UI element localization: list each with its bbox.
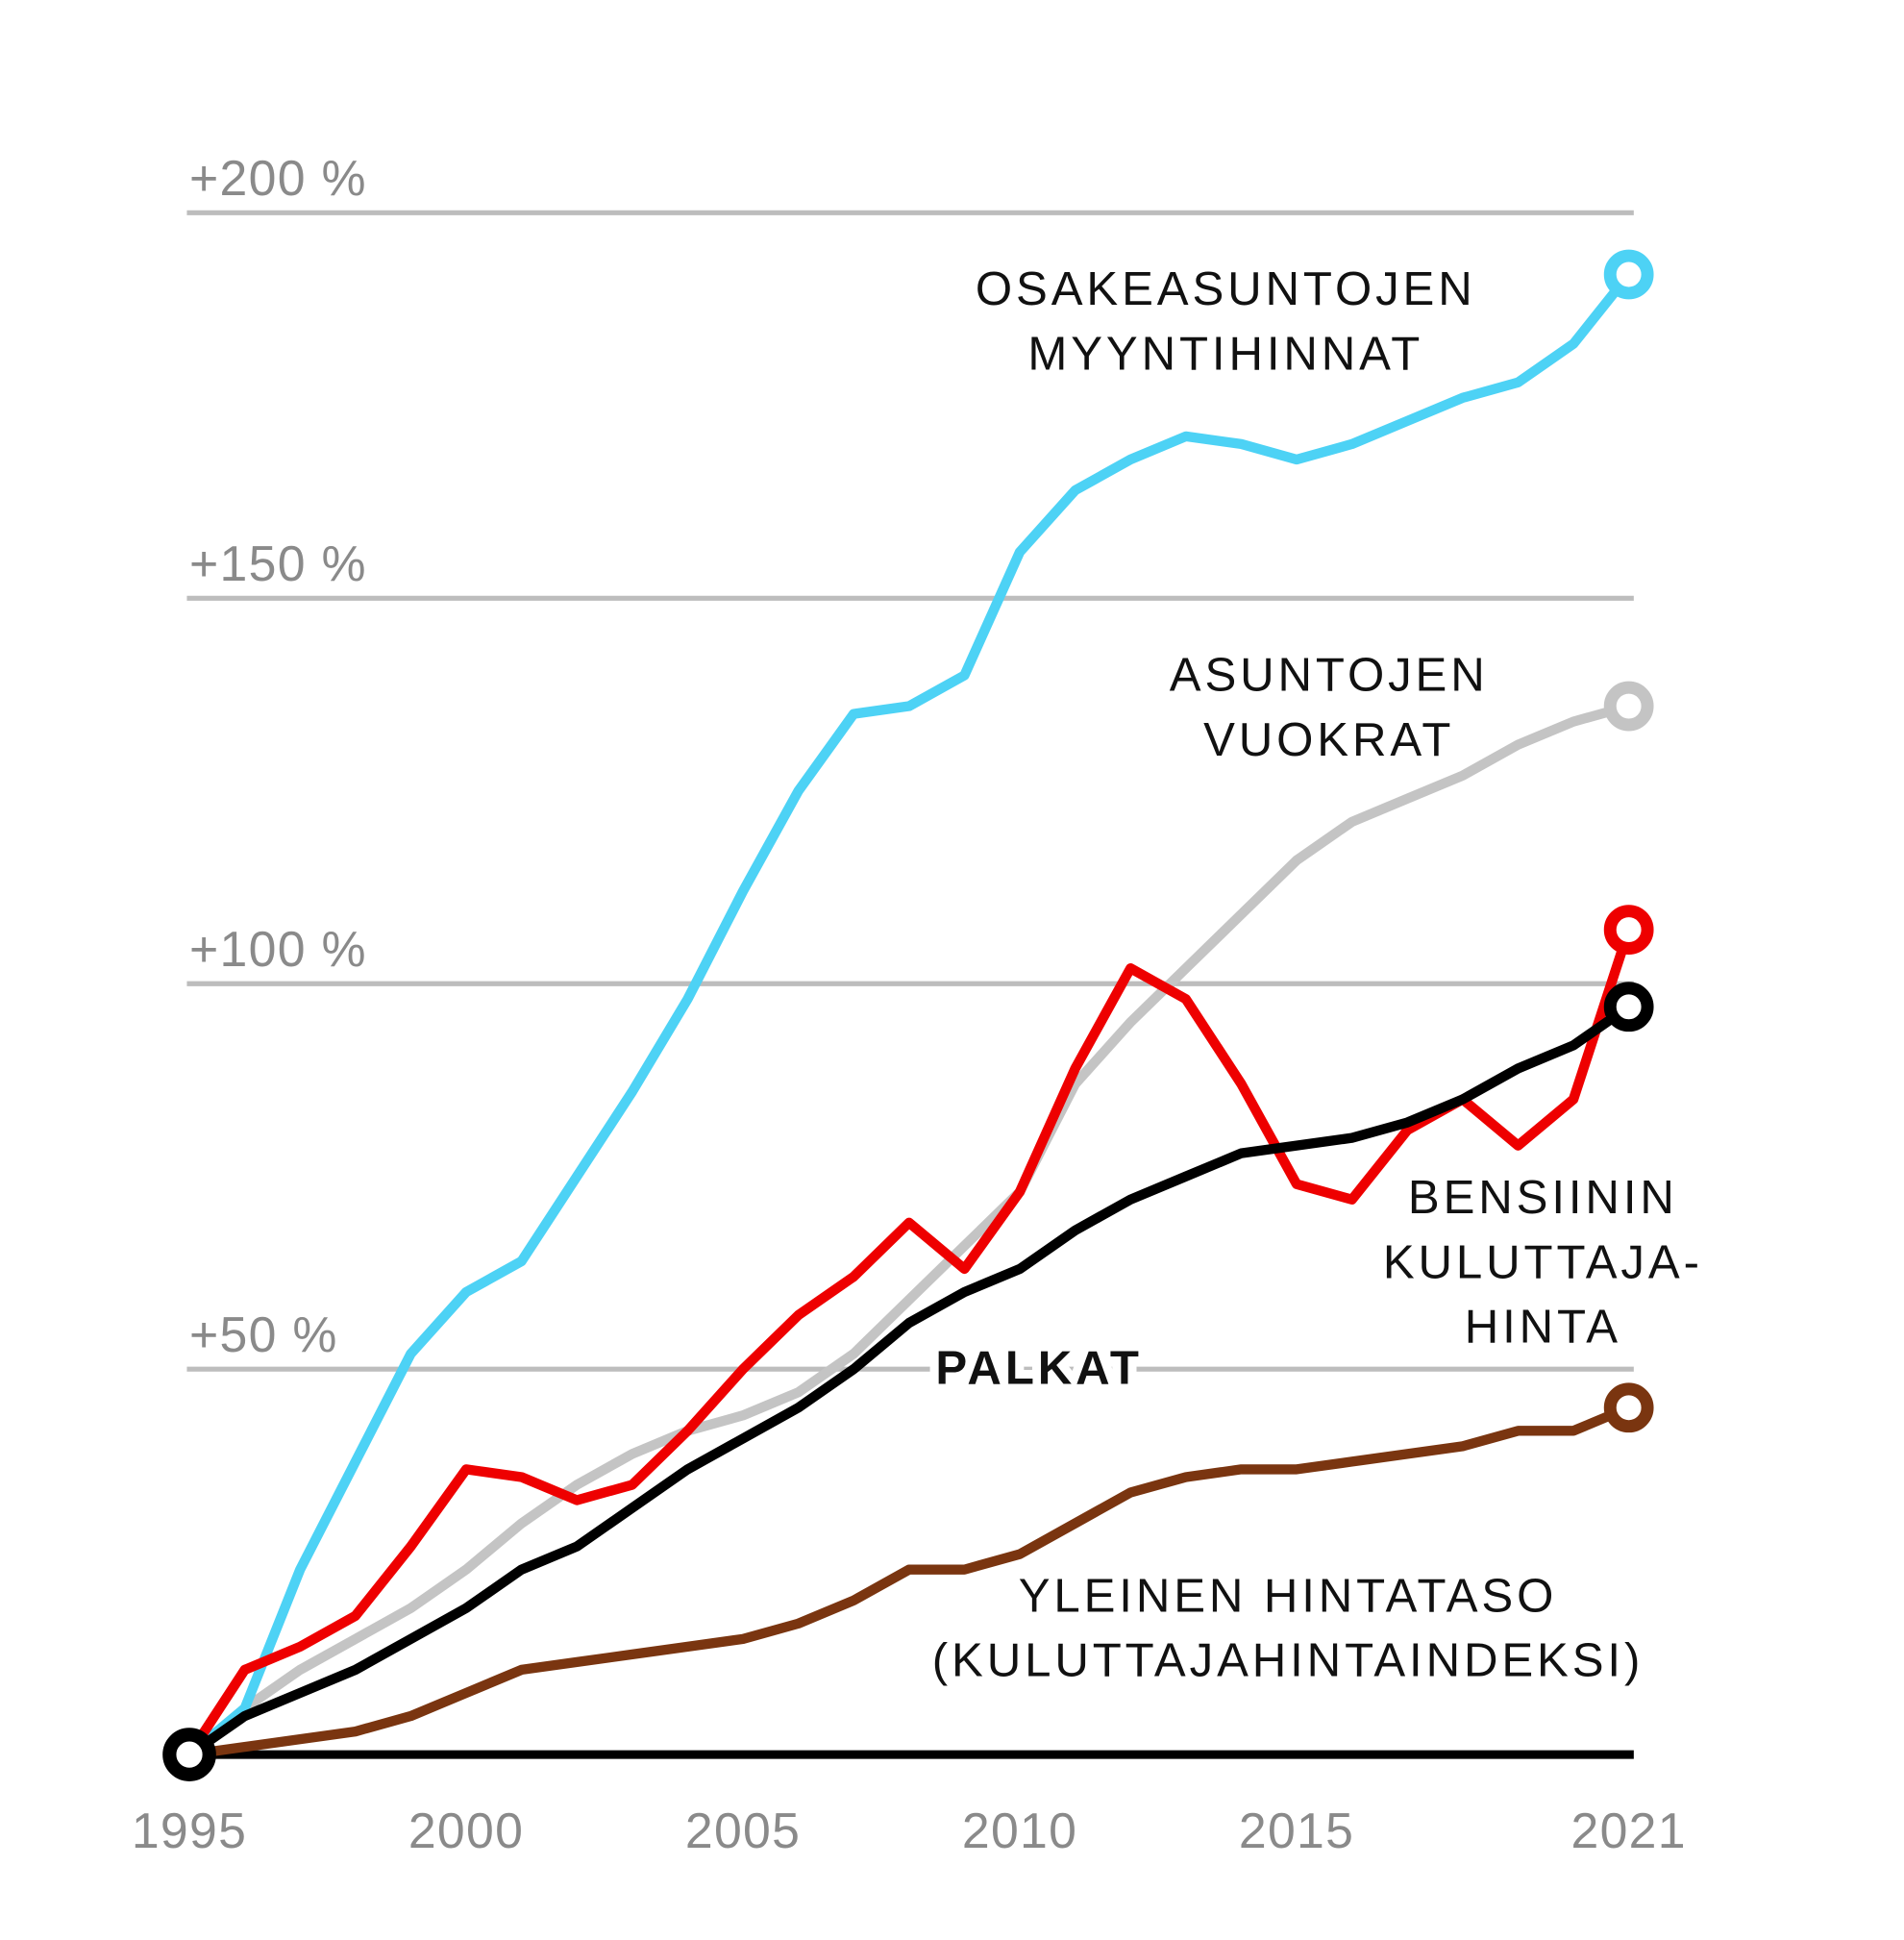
end-marker (1603, 249, 1654, 300)
y-tick-label: +50 % (189, 1306, 338, 1362)
series-label-line: OSAKEASUNTOJEN (976, 262, 1476, 315)
x-tick-label: 2021 (1570, 1803, 1686, 1858)
y-tick-label: +100 % (189, 921, 367, 977)
series-line (184, 701, 1634, 1760)
end-marker (1603, 1382, 1654, 1433)
x-tick-label: 2005 (685, 1803, 801, 1858)
x-tick-label: 2015 (1239, 1803, 1354, 1858)
series-label-line: KULUTTAJA- (1383, 1235, 1703, 1288)
end-marker (1603, 681, 1654, 732)
end-marker (1603, 905, 1654, 955)
series-label-line: PALKAT (935, 1341, 1142, 1394)
x-tick-label: 2010 (962, 1803, 1077, 1858)
y-tick-label: +150 % (189, 535, 367, 591)
series-label: ASUNTOJEN VUOKRAT (1170, 648, 1489, 765)
series-label: PALKAT (935, 1341, 1142, 1394)
series-label-line: HINTA (1465, 1301, 1621, 1354)
start-marker (162, 1728, 216, 1781)
x-tick-label: 2000 (408, 1803, 524, 1858)
series-line (184, 269, 1634, 1760)
series-label-line: MYYNTIHINNAT (1027, 327, 1423, 380)
x-tick-label: 1995 (132, 1803, 247, 1858)
series-label: YLEINEN HINTATASO (KULUTTAJAHINTAINDEKSI) (932, 1569, 1644, 1686)
series-label: OSAKEASUNTOJEN MYYNTIHINNAT (976, 262, 1476, 380)
series-label-line: (KULUTTAJAHINTAINDEKSI) (932, 1634, 1644, 1687)
series-line (184, 1002, 1634, 1760)
y-tick-label: +200 % (189, 150, 367, 206)
series-label-line: ASUNTOJEN (1170, 648, 1489, 701)
series-label: BENSIININ KULUTTAJA- HINTA (1383, 1171, 1703, 1354)
series-label-line: VUOKRAT (1203, 713, 1454, 766)
series-label-line: BENSIININ (1408, 1171, 1678, 1224)
series-label-line: YLEINEN HINTATASO (1019, 1569, 1558, 1622)
series-line (184, 1403, 1634, 1760)
end-marker (1603, 982, 1654, 1032)
series-line (184, 924, 1634, 1760)
